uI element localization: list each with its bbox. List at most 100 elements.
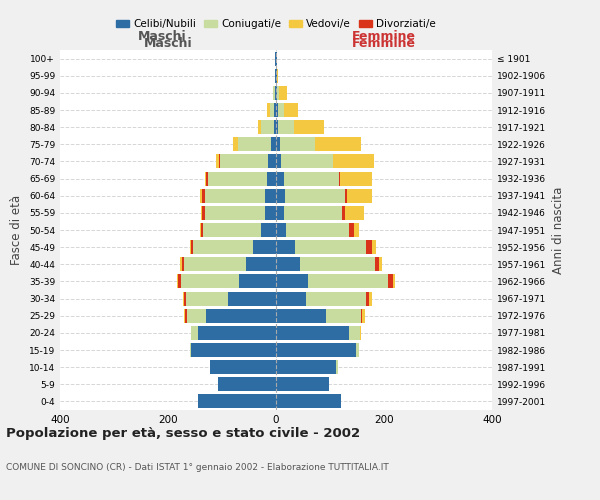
- Bar: [276, 378, 329, 392]
- Bar: [201, 206, 202, 220]
- Bar: [185, 308, 187, 322]
- Bar: [184, 292, 187, 306]
- Bar: [276, 240, 295, 254]
- Bar: [202, 206, 205, 220]
- Bar: [279, 86, 287, 100]
- Bar: [210, 360, 276, 374]
- Bar: [316, 138, 361, 151]
- Bar: [356, 343, 359, 357]
- Bar: [276, 360, 337, 374]
- Bar: [366, 240, 371, 254]
- Bar: [265, 188, 276, 202]
- Bar: [366, 292, 369, 306]
- Bar: [337, 360, 338, 374]
- Bar: [182, 258, 184, 272]
- Bar: [277, 68, 278, 82]
- Bar: [219, 154, 220, 168]
- Bar: [284, 206, 343, 220]
- Bar: [191, 326, 198, 340]
- Bar: [208, 172, 268, 185]
- Bar: [276, 154, 281, 168]
- Bar: [265, 206, 276, 220]
- Bar: [216, 154, 219, 168]
- Bar: [333, 154, 374, 168]
- Bar: [238, 138, 271, 151]
- Bar: [253, 240, 276, 254]
- Bar: [190, 343, 191, 357]
- Bar: [379, 258, 382, 272]
- Bar: [375, 258, 379, 272]
- Bar: [261, 120, 274, 134]
- Bar: [187, 308, 206, 322]
- Bar: [326, 308, 361, 322]
- Bar: [218, 378, 276, 392]
- Bar: [203, 223, 261, 237]
- Bar: [276, 258, 301, 272]
- Bar: [191, 240, 193, 254]
- Bar: [206, 172, 208, 185]
- Bar: [306, 292, 366, 306]
- Bar: [284, 188, 345, 202]
- Bar: [301, 258, 375, 272]
- Bar: [349, 223, 354, 237]
- Bar: [190, 240, 191, 254]
- Bar: [275, 86, 276, 100]
- Bar: [280, 138, 316, 151]
- Bar: [205, 188, 265, 202]
- Bar: [284, 172, 338, 185]
- Bar: [276, 274, 308, 288]
- Bar: [277, 86, 279, 100]
- Text: Maschi: Maschi: [137, 30, 187, 43]
- Bar: [247, 258, 276, 272]
- Bar: [278, 120, 295, 134]
- Bar: [181, 274, 239, 288]
- Bar: [198, 326, 276, 340]
- Bar: [268, 172, 276, 185]
- Text: Femmine: Femmine: [352, 30, 416, 43]
- Bar: [340, 172, 372, 185]
- Bar: [276, 394, 341, 408]
- Bar: [239, 274, 276, 288]
- Bar: [276, 138, 280, 151]
- Bar: [184, 258, 247, 272]
- Bar: [233, 138, 238, 151]
- Bar: [347, 188, 371, 202]
- Bar: [343, 206, 345, 220]
- Bar: [258, 120, 261, 134]
- Bar: [284, 103, 298, 117]
- Bar: [281, 154, 332, 168]
- Bar: [206, 308, 276, 322]
- Bar: [362, 308, 365, 322]
- Bar: [268, 154, 276, 168]
- Bar: [187, 292, 229, 306]
- Bar: [276, 343, 356, 357]
- Bar: [276, 188, 284, 202]
- Bar: [274, 120, 276, 134]
- Bar: [360, 326, 361, 340]
- Bar: [202, 188, 205, 202]
- Bar: [201, 223, 203, 237]
- Bar: [338, 172, 340, 185]
- Bar: [276, 326, 349, 340]
- Bar: [276, 103, 278, 117]
- Bar: [276, 292, 306, 306]
- Bar: [276, 86, 277, 100]
- Bar: [276, 223, 286, 237]
- Bar: [205, 206, 265, 220]
- Text: Popolazione per età, sesso e stato civile - 2002: Popolazione per età, sesso e stato civil…: [6, 428, 360, 440]
- Bar: [184, 308, 185, 322]
- Bar: [261, 223, 276, 237]
- Bar: [229, 292, 276, 306]
- Bar: [220, 154, 268, 168]
- Bar: [369, 292, 371, 306]
- Bar: [183, 292, 184, 306]
- Y-axis label: Fasce di età: Fasce di età: [10, 195, 23, 265]
- Bar: [178, 274, 181, 288]
- Bar: [274, 103, 276, 117]
- Bar: [392, 274, 395, 288]
- Bar: [191, 343, 276, 357]
- Bar: [198, 394, 276, 408]
- Bar: [349, 326, 360, 340]
- Text: Femmine: Femmine: [352, 37, 416, 50]
- Bar: [177, 274, 178, 288]
